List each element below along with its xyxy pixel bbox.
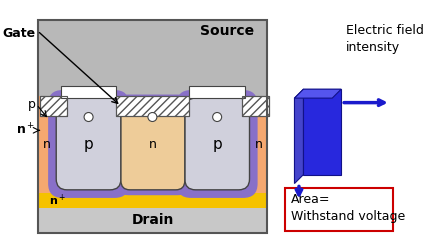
Text: Drain: Drain [132, 213, 174, 227]
Text: Area=
Withstand voltage: Area= Withstand voltage [291, 194, 405, 224]
FancyBboxPatch shape [185, 98, 249, 190]
Text: n$^+$: n$^+$ [49, 193, 66, 208]
Bar [189, 85, 245, 98]
Polygon shape [295, 89, 304, 183]
Bar [38, 20, 267, 233]
Text: p: p [28, 98, 36, 111]
Bar [40, 96, 67, 116]
Text: n: n [43, 138, 51, 151]
Text: n: n [149, 138, 157, 151]
Bar [243, 96, 269, 116]
Bar [61, 85, 117, 98]
Bar [38, 96, 267, 194]
Text: p: p [84, 137, 93, 152]
Bar [243, 96, 269, 116]
Text: n: n [255, 138, 262, 151]
Polygon shape [304, 89, 341, 175]
Bar [38, 194, 267, 208]
FancyBboxPatch shape [117, 94, 188, 195]
FancyBboxPatch shape [48, 90, 129, 198]
Bar [38, 20, 267, 96]
Circle shape [148, 112, 157, 121]
Circle shape [213, 112, 221, 121]
Text: p: p [212, 137, 222, 152]
FancyBboxPatch shape [121, 98, 185, 190]
Polygon shape [295, 89, 341, 98]
Bar [40, 96, 67, 116]
FancyBboxPatch shape [56, 98, 121, 190]
Text: Source: Source [200, 24, 254, 38]
Text: Electric field
intensity: Electric field intensity [346, 24, 424, 54]
Bar [117, 96, 189, 116]
Circle shape [84, 112, 93, 121]
Bar [286, 188, 393, 231]
Text: n$^+$: n$^+$ [16, 123, 36, 138]
Text: Gate: Gate [3, 27, 36, 40]
Bar [38, 208, 267, 233]
Bar [117, 96, 189, 116]
FancyBboxPatch shape [177, 90, 258, 198]
